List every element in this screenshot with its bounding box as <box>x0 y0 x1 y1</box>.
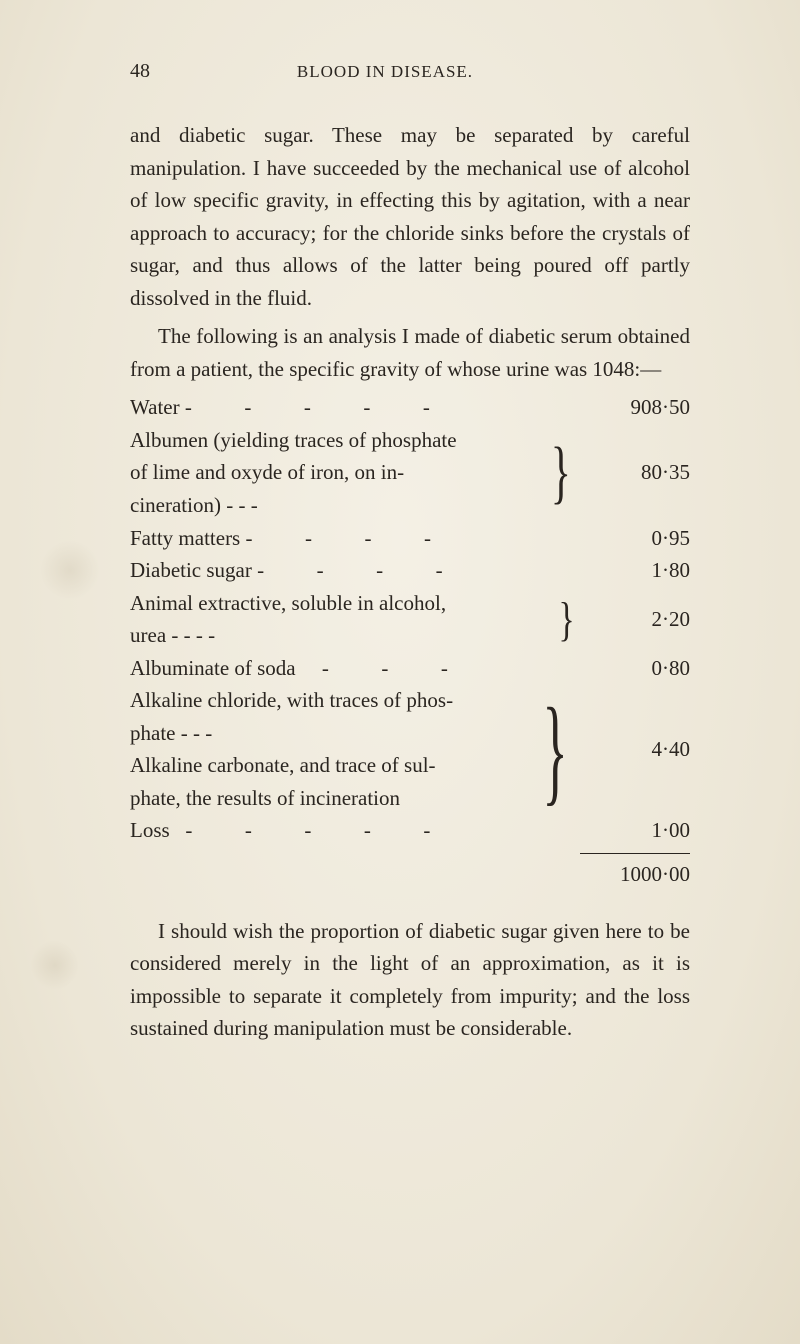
brace-icon: } <box>557 598 576 641</box>
brace-line: Animal extractive, soluble in alcohol, <box>130 587 553 620</box>
brace-group-alkaline: Alkaline chloride, with traces of phos- … <box>130 684 690 814</box>
table-row: Diabetic sugar - - - - 1·80 <box>130 554 690 587</box>
brace-group-animal: Animal extractive, soluble in alcohol, u… <box>130 587 690 652</box>
brace-group-albumen: Albumen (yielding traces of phosphate of… <box>130 424 690 522</box>
row-value: 1·80 <box>580 554 690 587</box>
table-row: Albuminate of soda - - - 0·80 <box>130 652 690 685</box>
header-row: 48 BLOOD IN DISEASE. <box>130 60 690 83</box>
paragraph-3: I should wish the proportion of diabetic… <box>130 915 690 1045</box>
total-value: 1000·00 <box>580 856 690 891</box>
brace-line: phate, the results of incineration <box>130 782 530 815</box>
row-label: Loss - - - - - <box>130 814 580 847</box>
brace-line: Alkaline chloride, with traces of phos- <box>130 684 530 717</box>
row-value: 0·95 <box>580 522 690 555</box>
total-row: 1000·00 <box>130 856 690 891</box>
paragraph-1: and diabetic sugar. These may be separat… <box>130 119 690 314</box>
row-label: Diabetic sugar - - - - <box>130 554 580 587</box>
row-value: 0·80 <box>580 652 690 685</box>
running-head: BLOOD IN DISEASE. <box>110 62 660 82</box>
row-value: 2·20 <box>580 603 690 636</box>
analysis-table: Water - - - - - 908·50 Albumen (yielding… <box>130 391 690 890</box>
row-value: 908·50 <box>580 391 690 424</box>
brace-line: of lime and oxyde of iron, on in- <box>130 456 542 489</box>
table-row: Fatty matters - - - - 0·95 <box>130 522 690 555</box>
row-value: 1·00 <box>580 814 690 847</box>
total-rule <box>580 853 690 854</box>
table-row: Water - - - - - 908·50 <box>130 391 690 424</box>
brace-icon: } <box>550 441 573 504</box>
table-row: Loss - - - - - 1·00 <box>130 814 690 847</box>
brace-icon: } <box>541 698 569 800</box>
brace-line: Alkaline carbonate, and trace of sul- <box>130 749 530 782</box>
paragraph-2: The following is an analysis I made of d… <box>130 320 690 385</box>
row-label: Fatty matters - - - - <box>130 522 580 555</box>
row-label: Albuminate of soda - - - <box>130 652 580 685</box>
brace-line: cineration) - - - <box>130 489 542 522</box>
brace-line: phate - - - <box>130 717 530 750</box>
page: 48 BLOOD IN DISEASE. and diabetic sugar.… <box>0 0 800 1344</box>
brace-line: Albumen (yielding traces of phosphate <box>130 424 542 457</box>
row-value: 4·40 <box>580 733 690 766</box>
row-value: 80·35 <box>580 456 690 489</box>
row-label: Water - - - - - <box>130 391 580 424</box>
brace-line: urea - - - - <box>130 619 553 652</box>
